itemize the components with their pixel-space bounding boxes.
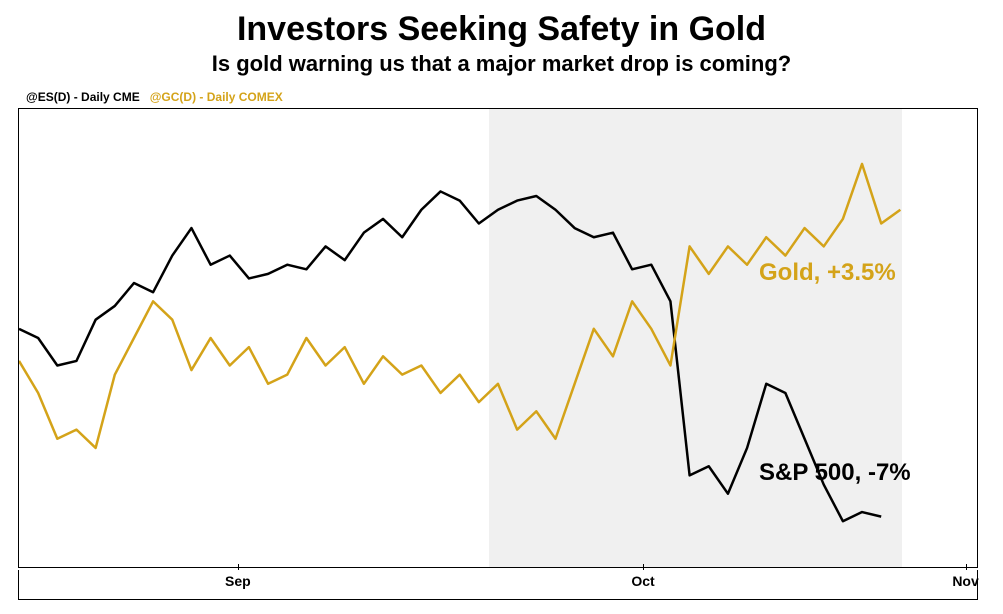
legend-item: @ES(D) - Daily CME [26,90,140,104]
plot-area: Gold, +3.5% S&P 500, -7% [18,108,978,568]
chart-subtitle: Is gold warning us that a major market d… [0,51,1003,77]
series-line [19,164,900,448]
axis-label: Sep [225,573,251,589]
legend: @ES(D) - Daily CME @GC(D) - Daily COMEX [26,90,293,104]
series-line [19,191,881,521]
chart-annotation: S&P 500, -7% [759,459,911,487]
chart-annotation: Gold, +3.5% [759,259,896,287]
axis-label: Nov [952,573,978,589]
chart-title: Investors Seeking Safety in Gold [0,0,1003,49]
chart-container: @ES(D) - Daily CME @GC(D) - Daily COMEX G… [18,90,978,600]
axis-tick [238,564,239,570]
axis-label: Oct [631,573,654,589]
axis-tick [643,564,644,570]
legend-item: @GC(D) - Daily COMEX [150,90,283,104]
axis-tick [966,564,967,570]
line-series-svg [19,109,977,567]
x-axis: Sep Oct Nov [18,570,978,600]
